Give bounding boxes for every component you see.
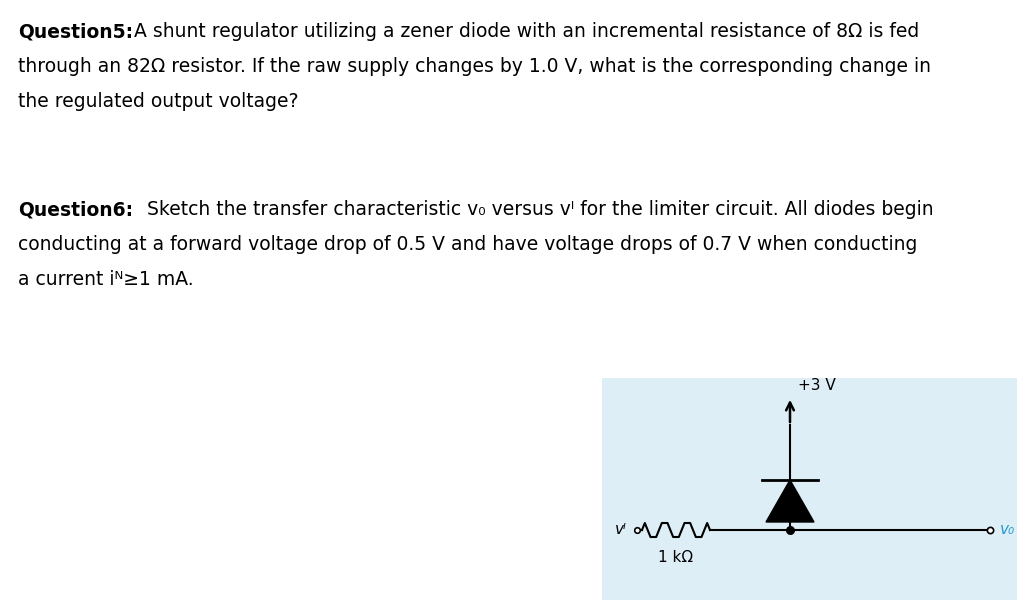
Text: +3 V: +3 V — [798, 378, 835, 392]
Bar — [602, 378, 1017, 600]
Text: A shunt regulator utilizing a zener diode with an incremental resistance of 8Ω i: A shunt regulator utilizing a zener diod… — [128, 22, 919, 41]
Text: the regulated output voltage?: the regulated output voltage? — [18, 92, 298, 111]
Text: 1 kΩ: 1 kΩ — [658, 550, 693, 565]
Polygon shape — [766, 480, 814, 522]
Text: Question5:: Question5: — [18, 22, 134, 41]
Text: v₀: v₀ — [1000, 523, 1015, 538]
Text: a current iᴺ≥1 mA.: a current iᴺ≥1 mA. — [18, 270, 194, 289]
Text: through an 82Ω resistor. If the raw supply changes by 1.0 V, what is the corresp: through an 82Ω resistor. If the raw supp… — [18, 57, 932, 76]
Text: conducting at a forward voltage drop of 0.5 V and have voltage drops of 0.7 V wh: conducting at a forward voltage drop of … — [18, 235, 917, 254]
Text: Sketch the transfer characteristic v₀ versus vᴵ for the limiter circuit. All dio: Sketch the transfer characteristic v₀ ve… — [141, 200, 934, 219]
Text: Question6:: Question6: — [18, 200, 134, 219]
Text: vᴵ: vᴵ — [615, 523, 627, 538]
